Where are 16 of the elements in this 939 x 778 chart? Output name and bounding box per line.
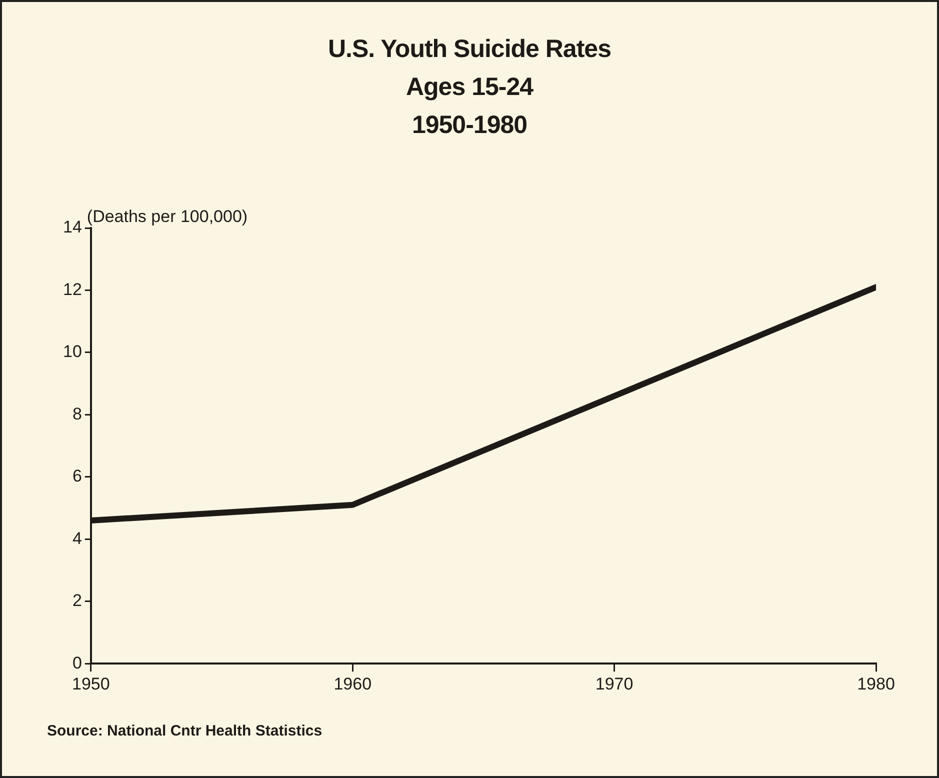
y-axis-title: (Deaths per 100,000): [86, 207, 248, 226]
y-tick-label: 8: [72, 404, 82, 424]
y-tick-label: 6: [72, 466, 82, 486]
x-tick-label: 1950: [72, 674, 110, 694]
chart-title: U.S. Youth Suicide Rates: [327, 34, 612, 65]
y-tick-label: 2: [72, 591, 82, 610]
x-tick-label: 1960: [334, 674, 372, 694]
y-tick-label: 4: [72, 528, 82, 548]
x-tick-label: 1970: [595, 674, 634, 694]
y-tick-label: 10: [62, 342, 82, 362]
y-tick-label: 12: [62, 280, 82, 299]
y-tick-label: 14: [62, 218, 82, 237]
chart-subtitle: Ages 15-24 1950-1980: [404, 72, 534, 141]
source-note: Source: National Cntr Health Statistics: [47, 722, 322, 740]
x-tick-label: 1980: [857, 674, 895, 694]
y-tick-label: 0: [72, 653, 82, 672]
